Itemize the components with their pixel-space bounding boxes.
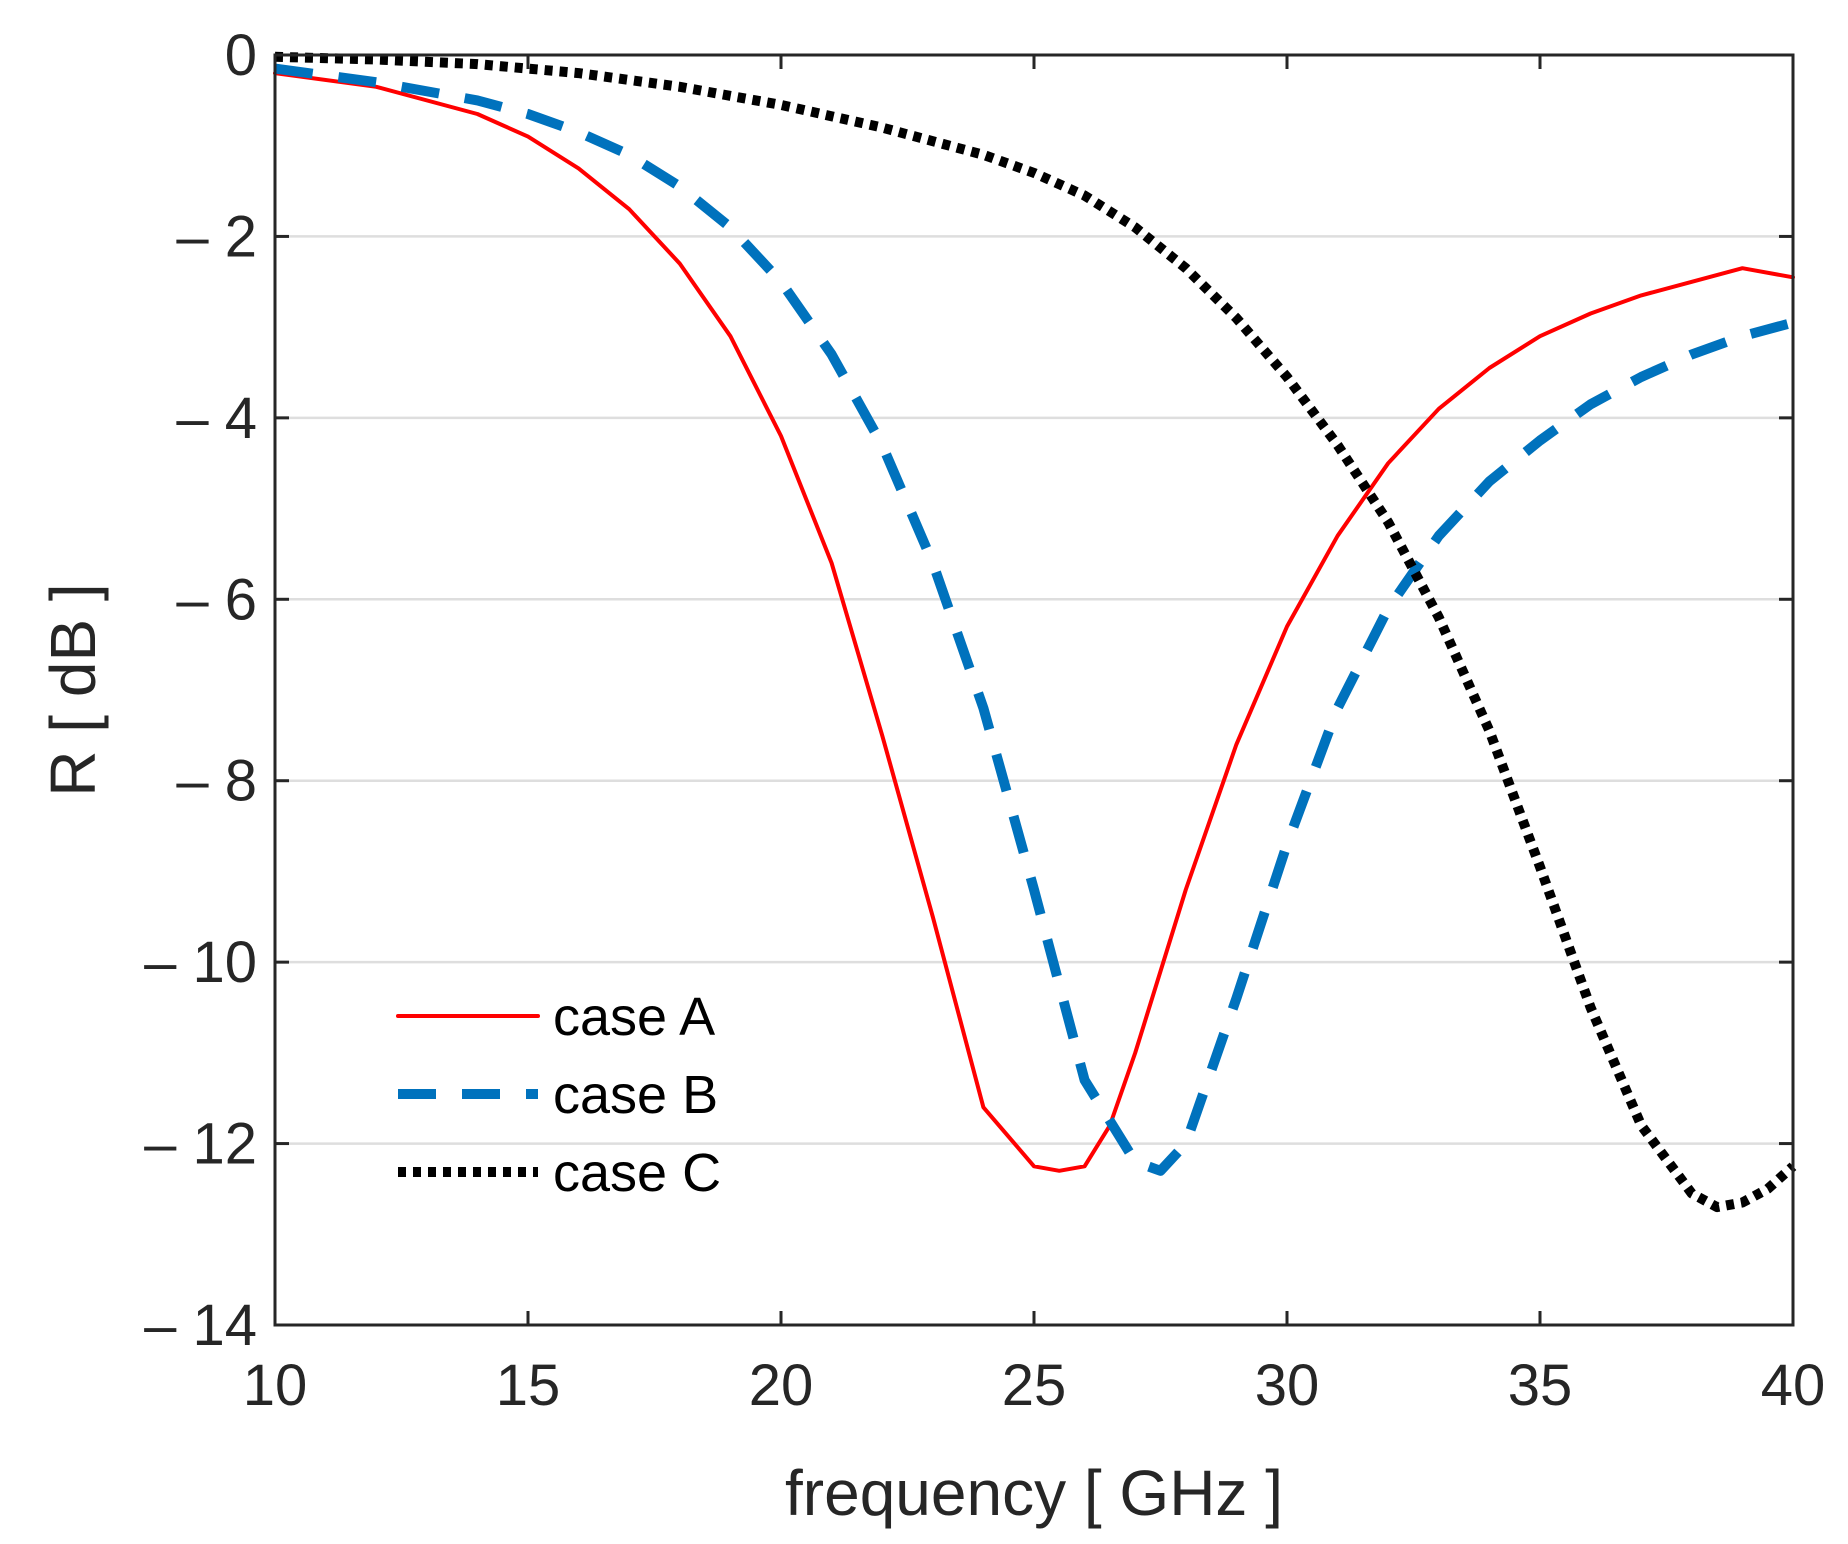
x-tick-label-1: 15 [496,1353,561,1418]
y-tick-label-4: – 8 [176,749,257,814]
data-series [273,51,1797,1213]
y-tick-label-3: – 6 [176,567,257,632]
y-tick-label-0: 0 [225,23,257,88]
legend-label-case-c: case C [553,1143,721,1203]
series-line-case-a [273,71,1795,1173]
x-tick-label-0: 10 [243,1353,308,1418]
x-tick-label-3: 25 [1002,1353,1067,1418]
y-axis-title: R [ dB ] [37,583,109,796]
x-tick-label-4: 30 [1255,1353,1320,1418]
legend-label-case-a: case A [553,987,715,1047]
y-tick-label-2: – 4 [176,386,257,451]
legend: case A case B case C [396,987,721,1203]
x-axis-title: frequency [ GHz ] [785,1457,1283,1529]
series-line-case-b [274,63,1795,1176]
y-tick-label-7: – 14 [144,1293,257,1358]
series-line-case-c [274,51,1797,1213]
y-tick-label-5: – 10 [144,930,257,995]
x-tick-label-2: 20 [749,1353,814,1418]
legend-label-case-b: case B [553,1065,718,1125]
x-tick-label-6: 40 [1761,1353,1826,1418]
y-tick-label-1: – 2 [176,204,257,269]
x-tick-label-5: 35 [1508,1353,1573,1418]
y-tick-label-6: – 12 [144,1112,257,1177]
grid [275,235,1793,1145]
